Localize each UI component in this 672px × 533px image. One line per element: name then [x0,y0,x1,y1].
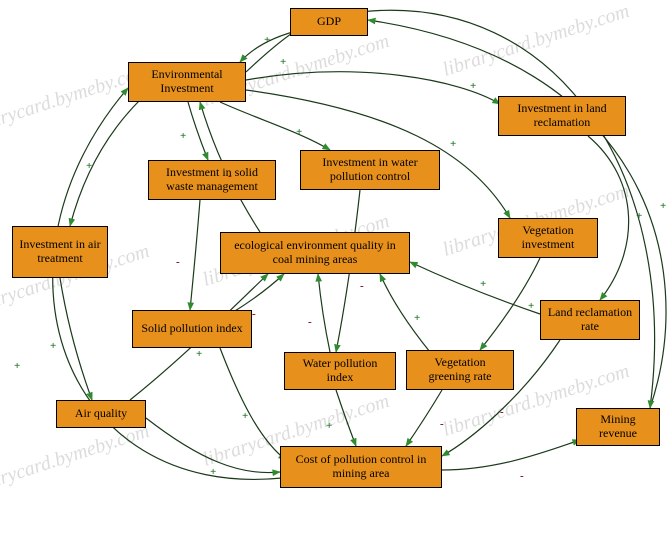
edge-solid_idx-to-eco_q [230,274,284,314]
edge-sign: - [176,256,180,268]
edge-sign: + [296,126,302,138]
edge-sign: + [414,312,420,324]
edge-veg_rate-to-cost [406,390,442,446]
edge-sign: + [326,420,332,432]
node-inv_water: Investment in water pollution control [300,150,440,190]
node-water_idx: Water pollution index [284,352,396,390]
node-veg_inv: Vegetation investment [498,218,598,258]
edge-sign: - [500,406,504,418]
edge-inv_air-to-air_q [60,278,92,400]
node-eco_q: ecological environment quality in coal m… [220,232,410,274]
node-inv_air: Investment in air treatment [12,226,108,278]
edge-sign: + [450,138,456,150]
node-cost: Cost of pollution control in mining area [280,446,442,488]
edge-veg_inv-to-veg_rate [480,258,540,350]
edge-sign: + [528,300,534,312]
edge-sign: - [308,316,312,328]
edge-sign: + [210,466,216,478]
node-solid_idx: Solid pollution index [132,310,252,348]
node-inv_solid: Investment in solid waste management [148,160,276,200]
edge-sign: + [636,210,642,222]
edge-sign: + [280,56,286,68]
node-veg_rate: Vegetation greening rate [406,350,514,390]
edge-sign: + [180,130,186,142]
edge-inv_solid-to-solid_idx [190,200,200,310]
edge-sign: + [660,200,666,212]
edge-sign: - [520,470,524,482]
edge-sign: + [470,80,476,92]
edge-solid_idx-to-cost [220,348,286,460]
node-air_q: Air quality [56,400,146,428]
edge-veg_rate-to-eco_q [380,274,430,352]
edge-water_idx-to-cost [336,390,356,446]
watermark-text: librarycard.bymeby.com [0,420,152,502]
watermark-text: librarycard.bymeby.com [440,0,632,82]
edge-cost-to-mining_rev [442,440,580,470]
node-gdp: GDP [290,8,368,36]
edge-sign: + [242,410,248,422]
node-inv_land: Investment in land reclamation [498,96,626,136]
edge-env_inv-to-inv_solid [188,102,208,160]
edge-env_inv-to-inv_land [246,72,500,104]
node-land_rate: Land reclamation rate [540,300,640,340]
edge-sign: + [14,360,20,372]
edge-env_inv-to-inv_water [220,102,330,150]
edge-water_idx-to-eco_q [318,274,330,352]
edge-gdp-to-mining_rev [360,10,655,408]
edge-land_rate-to-eco_q [410,262,540,314]
edge-sign: - [360,280,364,292]
edge-sign: - [252,308,256,320]
node-mining_rev: Mining revenue [576,408,660,446]
edge-sign: + [480,278,486,290]
edge-air_q-to-cost [146,418,280,473]
edge-sign: + [264,34,270,46]
edge-sign: + [196,348,202,360]
edge-env_inv-to-inv_air [70,100,140,226]
edge-sign: + [50,340,56,352]
diagram-canvas: librarycard.bymeby.com librarycard.bymeby… [0,0,672,533]
edge-sign: - [440,418,444,430]
edge-sign: + [86,160,92,172]
node-env_inv: Environmental Investment [128,62,246,102]
